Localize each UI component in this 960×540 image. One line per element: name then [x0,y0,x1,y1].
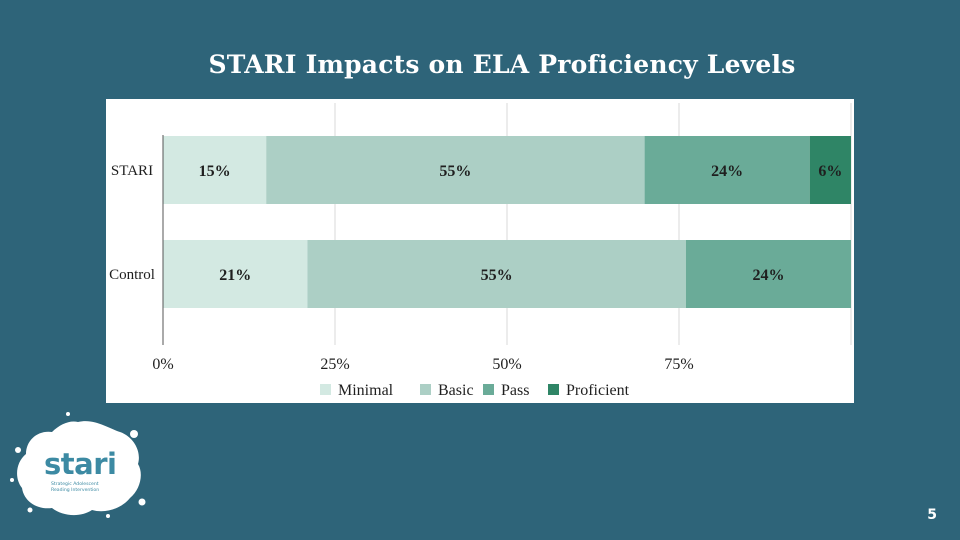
legend-label-basic: Basic [438,382,474,399]
page-number: 5 [927,507,937,523]
legend-label-proficient: Proficient [566,382,630,399]
x-tick-50pct: 50% [492,356,521,373]
data-labels: 15% 55% 24% 6% 21% 55% 24% [199,163,843,284]
legend-swatch-basic [420,384,431,395]
bars [163,136,851,308]
legend-swatch-proficient [548,384,559,395]
logo-tagline-line2: Reading Intervention [51,488,100,493]
legend-label-pass: Pass [501,382,529,399]
category-labels: STARI Control [109,163,155,283]
data-label-control-basic: 55% [481,267,513,284]
legend-swatch-minimal [320,384,331,395]
category-label-stari: STARI [111,163,153,179]
slide-title: STARI Impacts on ELA Proficiency Levels [208,50,796,79]
chart-panel: 15% 55% 24% 6% 21% 55% 24% STARI Control 0% 25% 5… [106,99,854,403]
bar-segment-control-basic [307,240,686,308]
legend-swatch-pass [483,384,494,395]
data-label-stari-minimal: 15% [199,163,231,180]
logo-wordmark: stari [44,447,117,481]
bar-segment-stari-pass [644,136,810,204]
data-label-stari-proficient: 6% [818,163,842,180]
x-tick-labels: 0% 25% 50% 75% [152,356,693,373]
x-tick-75pct: 75% [664,356,693,373]
bar-segment-control-minimal [163,240,308,308]
bar-segment-stari-proficient [809,136,851,204]
bar-segment-stari-basic [266,136,645,204]
x-tick-0pct: 0% [152,356,173,373]
stari-logo-splash [10,412,146,518]
legend-label-minimal: Minimal [338,382,394,399]
data-label-stari-pass: 24% [711,163,743,180]
data-label-control-pass: 24% [752,267,784,284]
data-label-stari-basic: 55% [439,163,471,180]
bar-segment-stari-minimal [163,136,267,204]
stacked-bar-chart: 15% 55% 24% 6% 21% 55% 24% STARI Control 0% 25% 5… [109,103,852,399]
data-label-control-minimal: 21% [219,267,251,284]
bar-segment-control-pass [685,240,851,308]
logo-tagline-line1: Strategic Adolescent [51,482,99,487]
legend: Minimal Basic Pass Proficient [320,382,630,399]
category-label-control: Control [109,267,155,283]
x-tick-25pct: 25% [320,356,349,373]
